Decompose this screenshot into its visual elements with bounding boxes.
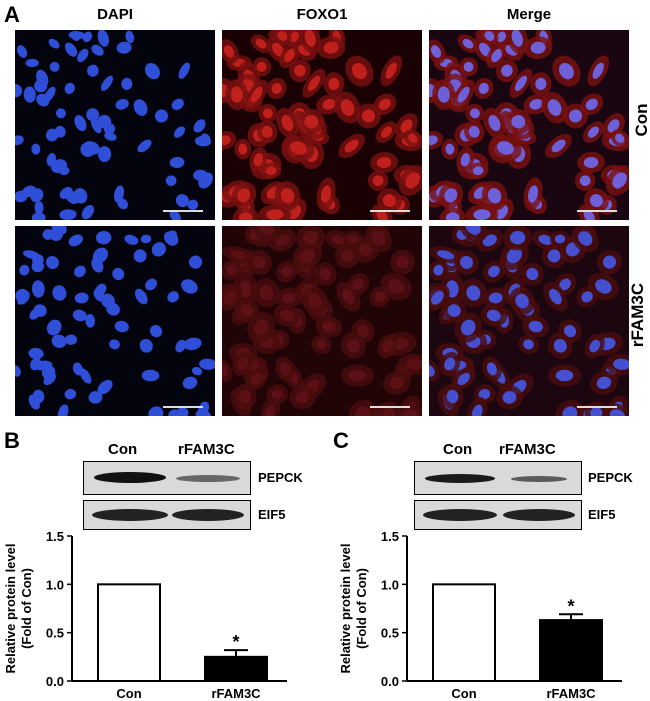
blot-eif5 (83, 500, 251, 530)
blot-eif5-c (414, 500, 582, 530)
column-label-merge: Merge (506, 6, 552, 23)
scale-bar (370, 210, 410, 212)
blot-label-pepck: PEPCK (258, 470, 303, 485)
bar-rfam3c (204, 655, 268, 682)
blot-label-eif5: EIF5 (258, 507, 286, 522)
x-tick-label: rFAM3C (546, 686, 596, 701)
bar-con (432, 583, 496, 682)
blot-pepck-c (414, 461, 582, 495)
y-axis-label: Relative protein level (338, 543, 353, 673)
y-tick-label: 1.0 (381, 577, 399, 592)
scale-bar (163, 210, 203, 212)
lane-label-con: Con (108, 441, 138, 458)
bar-rfam3c (539, 619, 603, 682)
x-tick-label: Con (451, 686, 476, 701)
column-label-dapi: DAPI (97, 6, 133, 23)
bar-con (97, 583, 161, 682)
y-axis-label: Relative protein level (3, 543, 18, 673)
y-tick-label: 1.5 (381, 529, 399, 544)
row-label-rfam3c: rFAM3C (628, 282, 647, 348)
micrograph-foxo1-rfam3c (222, 226, 422, 416)
y-tick-label: 0.0 (46, 674, 64, 689)
blot-label-eif5-c: EIF5 (588, 507, 616, 522)
bar-chart-c: 0.0 0.5 1.0 1.5 Relative protein level (Fold … (338, 529, 622, 701)
x-tick-label: rFAM3C (211, 686, 261, 701)
scale-bar (370, 406, 410, 408)
micrograph-merge-rfam3c (429, 226, 629, 416)
y-tick-label: 1.0 (46, 577, 64, 592)
micrograph-foxo1-con (222, 30, 422, 220)
y-axis-label: (Fold of Con) (19, 568, 34, 649)
bar-chart-b: 0.0 0.5 1.0 1.5 Relative protein level (Fold … (3, 529, 287, 701)
lane-label-rfam3c-c: rFAM3C (499, 441, 556, 458)
blot-pepck (83, 461, 251, 495)
y-tick-label: 0.5 (46, 626, 64, 641)
y-axis-label: (Fold of Con) (354, 568, 369, 649)
row-label-con: Con (632, 103, 650, 137)
significance-star: * (232, 632, 239, 652)
y-tick-label: 0.5 (381, 626, 399, 641)
x-tick-label: Con (116, 686, 141, 701)
micrograph-dapi-rfam3c (15, 226, 215, 416)
lane-label-rfam3c: rFAM3C (178, 441, 235, 458)
y-tick-label: 1.5 (46, 529, 64, 544)
scale-bar (577, 210, 617, 212)
scale-bar (163, 406, 203, 408)
significance-star: * (567, 596, 574, 616)
column-label-foxo1: FOXO1 (296, 6, 348, 23)
micrograph-dapi-con (15, 30, 215, 220)
scale-bar (577, 406, 617, 408)
panel-c-letter: C (333, 428, 349, 453)
y-tick-label: 0.0 (381, 674, 399, 689)
blot-label-pepck-c: PEPCK (588, 470, 633, 485)
lane-label-con-c: Con (443, 441, 473, 458)
micrograph-merge-con (429, 30, 629, 220)
panel-b-letter: B (4, 428, 20, 453)
panel-a-letter: A (4, 2, 20, 27)
